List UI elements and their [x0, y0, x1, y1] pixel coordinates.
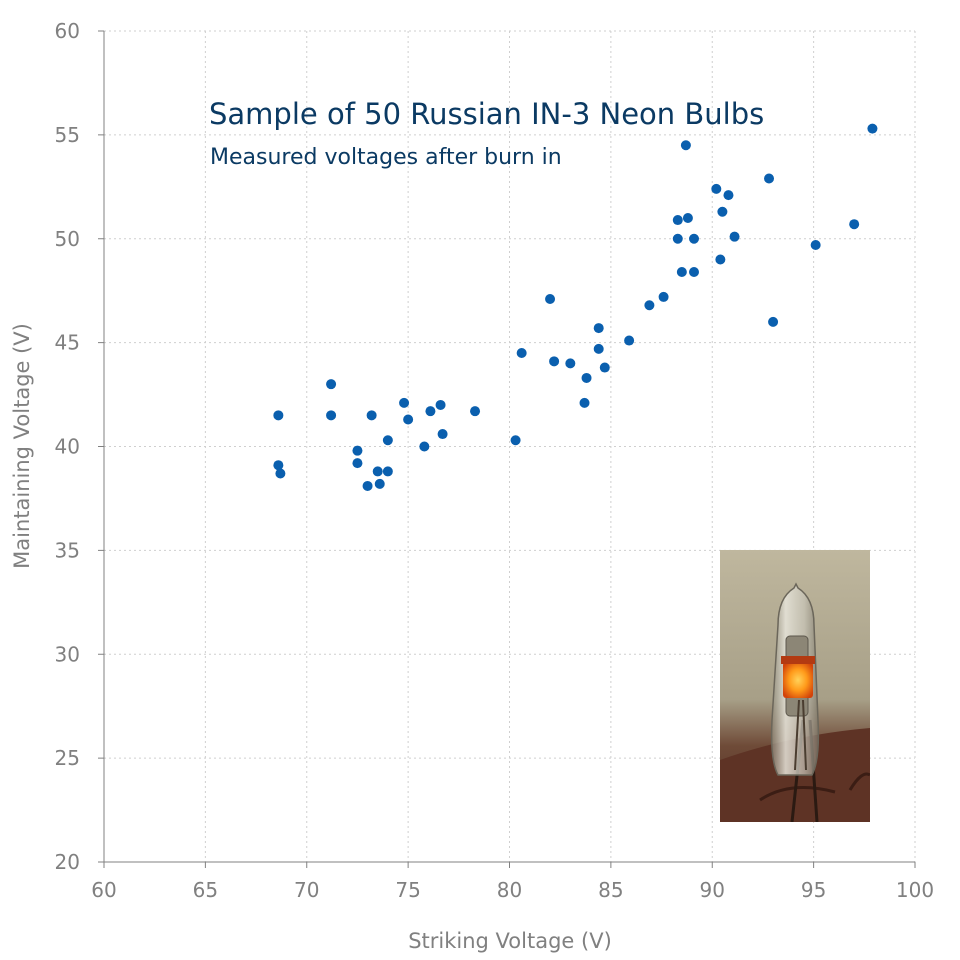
data-point: [352, 458, 363, 469]
axes: [98, 30, 916, 868]
data-point: [374, 478, 385, 489]
x-axis-title: Striking Voltage (V): [408, 929, 612, 953]
data-point: [810, 239, 821, 250]
tick-labels: 60 65 70 75 80 85 90 95 100 20 25 30 35 40 45 50 55 60: [55, 19, 935, 902]
data-point: [326, 379, 337, 390]
chart-title: Sample of 50 Russian IN-3 Neon Bulbs: [209, 97, 764, 131]
x-tick-label: 70: [294, 878, 319, 902]
x-tick-label: 80: [497, 878, 522, 902]
x-tick-label: 90: [700, 878, 725, 902]
data-point: [672, 215, 683, 226]
data-point: [372, 466, 383, 477]
data-point: [382, 435, 393, 446]
data-point: [593, 343, 604, 354]
x-tick-label: 100: [896, 878, 934, 902]
data-point: [382, 466, 393, 477]
data-point: [658, 291, 669, 302]
data-point: [715, 254, 726, 265]
data-point: [593, 323, 604, 334]
data-point: [849, 219, 860, 230]
data-point: [717, 206, 728, 217]
data-point: [470, 406, 481, 417]
x-tick-label: 60: [91, 878, 116, 902]
y-tick-label: 20: [55, 850, 80, 874]
data-point: [581, 372, 592, 383]
data-point: [545, 293, 556, 304]
data-point: [399, 397, 410, 408]
data-point: [403, 414, 414, 425]
data-point: [729, 231, 740, 242]
data-point: [644, 300, 655, 311]
data-points: [273, 123, 878, 491]
data-point: [768, 316, 779, 327]
data-point: [682, 212, 693, 223]
y-axis-title: Maintaining Voltage (V): [10, 323, 34, 569]
data-point: [676, 266, 687, 277]
data-point: [599, 362, 610, 373]
data-point: [366, 410, 377, 421]
data-point: [624, 335, 635, 346]
x-tick-label: 85: [598, 878, 623, 902]
y-tick-label: 25: [55, 746, 80, 770]
data-point: [723, 190, 734, 201]
data-point: [326, 410, 337, 421]
y-tick-label: 40: [55, 435, 80, 459]
y-tick-label: 60: [55, 19, 80, 43]
y-tick-label: 55: [55, 123, 80, 147]
data-point: [273, 460, 284, 471]
x-tick-label: 75: [395, 878, 420, 902]
data-point: [273, 410, 284, 421]
data-point: [275, 468, 286, 479]
data-point: [689, 266, 700, 277]
y-tick-label: 30: [55, 642, 80, 666]
data-point: [672, 233, 683, 244]
data-point: [680, 140, 691, 151]
data-point: [419, 441, 430, 452]
y-tick-label: 35: [55, 538, 80, 562]
data-point: [565, 358, 576, 369]
data-point: [764, 173, 775, 184]
x-tick-label: 95: [801, 878, 826, 902]
y-tick-label: 50: [55, 227, 80, 251]
data-point: [579, 397, 590, 408]
data-point: [867, 123, 878, 134]
data-point: [437, 429, 448, 440]
neon-bulb-photo: [720, 550, 870, 822]
data-point: [689, 233, 700, 244]
data-point: [549, 356, 560, 367]
data-point: [711, 183, 722, 194]
data-point: [510, 435, 521, 446]
x-tick-label: 65: [193, 878, 218, 902]
data-point: [425, 406, 436, 417]
y-tick-label: 45: [55, 331, 80, 355]
data-point: [362, 480, 373, 491]
data-point: [352, 445, 363, 456]
data-point: [516, 348, 527, 359]
data-point: [435, 399, 446, 410]
chart-subtitle: Measured voltages after burn in: [210, 145, 562, 170]
